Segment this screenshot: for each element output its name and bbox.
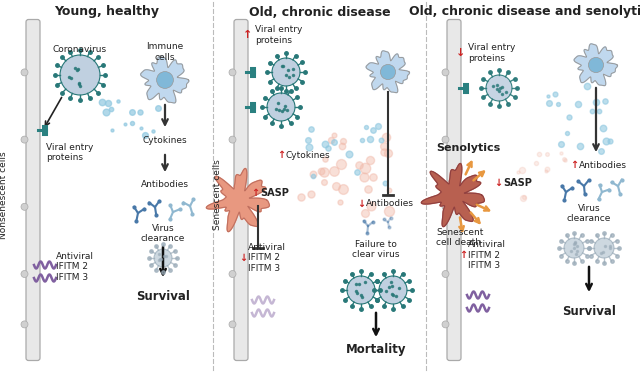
- Text: ↓: ↓: [456, 48, 466, 58]
- Circle shape: [272, 58, 300, 86]
- Text: Senolytics: Senolytics: [436, 143, 500, 153]
- Text: Virus
clearance: Virus clearance: [567, 204, 611, 224]
- Text: ↑: ↑: [243, 30, 253, 40]
- Text: Nonsenescent cells: Nonsenescent cells: [0, 151, 8, 239]
- Ellipse shape: [229, 136, 236, 143]
- Text: Failure to
clear virus: Failure to clear virus: [352, 240, 400, 259]
- Ellipse shape: [442, 69, 449, 76]
- Ellipse shape: [21, 136, 28, 143]
- Ellipse shape: [442, 136, 449, 143]
- Polygon shape: [421, 164, 484, 227]
- Circle shape: [379, 276, 407, 304]
- Text: Viral entry
proteins: Viral entry proteins: [255, 25, 302, 45]
- Text: Cytokines: Cytokines: [143, 136, 188, 145]
- Text: ↑: ↑: [251, 188, 259, 198]
- FancyBboxPatch shape: [234, 19, 248, 360]
- Text: ↑: ↑: [277, 150, 285, 160]
- Text: ↓: ↓: [239, 253, 247, 263]
- Text: Senescent
cell death: Senescent cell death: [436, 228, 483, 247]
- Text: Virus
clearance: Virus clearance: [141, 224, 185, 243]
- Circle shape: [347, 276, 375, 304]
- Text: ↑: ↑: [570, 160, 578, 170]
- Text: Young, healthy: Young, healthy: [54, 6, 159, 19]
- Text: Viral entry
proteins: Viral entry proteins: [46, 143, 93, 163]
- Circle shape: [157, 71, 173, 89]
- Polygon shape: [141, 57, 189, 103]
- Text: Mortality: Mortality: [346, 343, 406, 356]
- Text: Senescent cells: Senescent cells: [212, 160, 221, 230]
- Text: Antiviral
IFITM 2
IFITM 3: Antiviral IFITM 2 IFITM 3: [56, 252, 94, 282]
- Polygon shape: [574, 44, 618, 86]
- Text: Antibodies: Antibodies: [579, 160, 627, 170]
- Circle shape: [486, 75, 512, 101]
- FancyBboxPatch shape: [26, 19, 40, 360]
- Text: Survival: Survival: [562, 305, 616, 318]
- Circle shape: [154, 249, 172, 267]
- Text: Coronavirus: Coronavirus: [53, 45, 107, 55]
- Text: Antibodies: Antibodies: [366, 199, 414, 208]
- Circle shape: [594, 238, 614, 258]
- Ellipse shape: [442, 270, 449, 278]
- Ellipse shape: [229, 321, 236, 328]
- Ellipse shape: [21, 69, 28, 76]
- Circle shape: [60, 55, 100, 95]
- FancyBboxPatch shape: [447, 19, 461, 360]
- Circle shape: [267, 93, 295, 121]
- Text: Antiviral
IFITM 2
IFITM 3: Antiviral IFITM 2 IFITM 3: [468, 240, 506, 270]
- Text: ↓: ↓: [494, 178, 502, 188]
- Polygon shape: [206, 169, 269, 232]
- Text: Old, chronic disease: Old, chronic disease: [249, 6, 390, 19]
- Ellipse shape: [229, 270, 236, 278]
- Circle shape: [588, 57, 604, 73]
- Ellipse shape: [229, 203, 236, 210]
- Ellipse shape: [21, 270, 28, 278]
- Text: Antibodies: Antibodies: [141, 180, 189, 189]
- Polygon shape: [366, 51, 410, 93]
- Ellipse shape: [229, 69, 236, 76]
- Ellipse shape: [21, 203, 28, 210]
- Circle shape: [564, 238, 584, 258]
- Text: Viral entry
proteins: Viral entry proteins: [468, 43, 515, 63]
- Ellipse shape: [21, 321, 28, 328]
- Ellipse shape: [442, 321, 449, 328]
- Text: Antiviral
IFITM 2
IFITM 3: Antiviral IFITM 2 IFITM 3: [248, 243, 286, 273]
- Text: Survival: Survival: [136, 290, 190, 303]
- Text: Cytokines: Cytokines: [286, 151, 331, 160]
- Text: SASP: SASP: [260, 188, 289, 198]
- Ellipse shape: [442, 203, 449, 210]
- Text: Old, chronic disease and senolytics: Old, chronic disease and senolytics: [409, 6, 640, 19]
- Text: SASP: SASP: [503, 178, 532, 188]
- Text: ↑: ↑: [459, 250, 467, 260]
- Text: ↓: ↓: [357, 199, 365, 209]
- Text: Immune
cells: Immune cells: [147, 42, 184, 62]
- Circle shape: [380, 64, 396, 80]
